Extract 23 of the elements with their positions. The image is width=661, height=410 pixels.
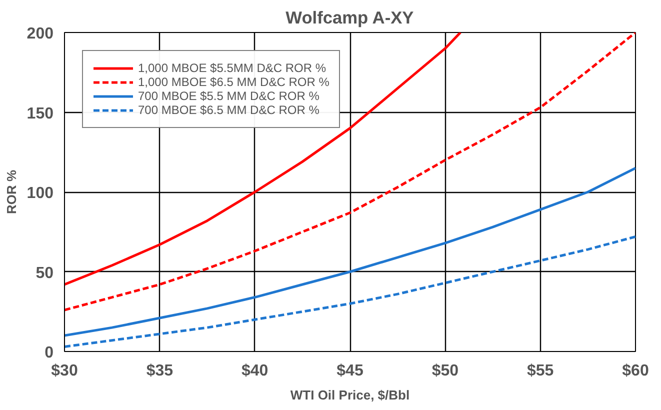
x-tick-label: $55 bbox=[526, 362, 554, 380]
x-tick-label: $30 bbox=[51, 362, 78, 380]
x-tick-label: $35 bbox=[146, 362, 174, 380]
line-series bbox=[64, 32, 462, 286]
x-tick-label: $60 bbox=[622, 362, 649, 380]
y-tick-label: 200 bbox=[26, 26, 54, 42]
chart-title: Wolfcamp A-XY bbox=[286, 8, 414, 28]
x-tick-label: $40 bbox=[241, 362, 268, 380]
y-tick-label: 150 bbox=[26, 105, 54, 122]
x-tick-label: $50 bbox=[432, 362, 459, 380]
line-series bbox=[64, 235, 636, 348]
y-tick-label: 50 bbox=[36, 264, 54, 282]
x-tick-label: $45 bbox=[336, 362, 364, 380]
legend-label: 1,000 MBOE $5.5MM D&C ROR % bbox=[138, 61, 326, 75]
legend-label: 700 MBOE $5.5 MM D&C ROR % bbox=[138, 89, 320, 103]
line-series bbox=[64, 166, 636, 337]
y-tick-label: 100 bbox=[26, 185, 54, 202]
line-series bbox=[64, 32, 636, 312]
legend-label: 700 MBOE $6.5 MM D&C ROR % bbox=[138, 103, 320, 117]
y-tick-label: 0 bbox=[44, 344, 54, 362]
y-axis-title: ROR % bbox=[4, 170, 19, 214]
legend-label: 1,000 MBOE $6.5 MM D&C ROR % bbox=[138, 75, 330, 89]
x-axis-title: WTI Oil Price, $/Bbl bbox=[290, 388, 410, 402]
